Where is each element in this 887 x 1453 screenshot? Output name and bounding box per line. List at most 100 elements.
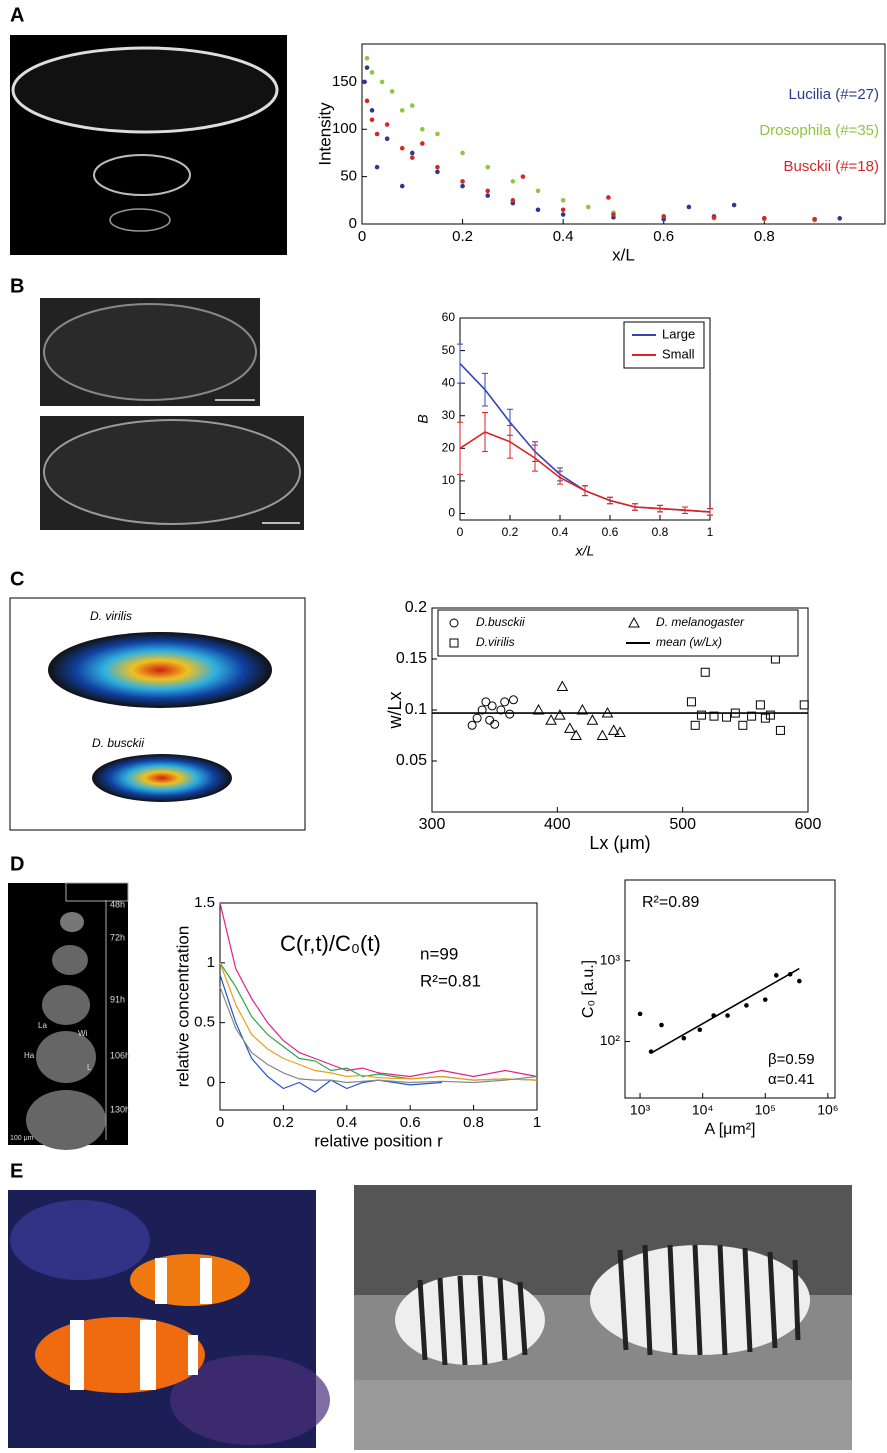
series-line [219, 974, 442, 1093]
marker [697, 1027, 703, 1033]
image-label: 72h [110, 932, 125, 942]
marker [520, 174, 526, 179]
legend-label: D. melanogaster [656, 615, 745, 629]
annotation: R²=0.89 [642, 894, 699, 911]
series-line [219, 902, 538, 1078]
marker [510, 179, 516, 184]
marker [496, 705, 506, 715]
marker [369, 108, 375, 113]
x-tick-label: 10⁶ [817, 1102, 838, 1118]
marker [560, 207, 566, 213]
marker [681, 1035, 687, 1041]
marker [481, 697, 491, 707]
marker [435, 131, 440, 137]
marker [545, 714, 557, 725]
marker [560, 212, 566, 217]
y-tick-label: 1 [207, 954, 215, 971]
marker [690, 720, 700, 730]
image-label: La [38, 1021, 47, 1030]
marker [379, 79, 385, 85]
marker [420, 126, 425, 132]
x-tick-label: 0.6 [602, 525, 619, 539]
marker [837, 216, 843, 221]
marker [487, 701, 497, 711]
image-label: D. busckii [92, 736, 144, 750]
x-tick-label: 1 [707, 525, 714, 539]
marker [362, 79, 367, 85]
legend-box [437, 609, 799, 657]
embryo-image [40, 298, 304, 530]
marker [762, 997, 768, 1002]
panel-label: A [10, 4, 24, 26]
x-tick-label: 0.8 [652, 525, 669, 539]
marker [485, 715, 495, 725]
marker [556, 680, 569, 692]
image-label: D. virilis [90, 609, 132, 623]
x-tick-label: 0 [457, 525, 464, 539]
marker [686, 204, 692, 210]
legend-label: D.virilis [476, 635, 515, 649]
x-tick-label: 10³ [630, 1102, 651, 1118]
marker [611, 212, 616, 217]
y-tick-label: 0 [448, 506, 455, 520]
x-tick-label: 0.4 [336, 1114, 357, 1131]
marker [374, 164, 380, 170]
error-bar [457, 421, 463, 475]
x-tick-label: 0.4 [552, 525, 569, 539]
legend-swatch [628, 616, 640, 628]
marker [369, 117, 375, 123]
marker [596, 729, 609, 740]
legend-label: Large [662, 326, 695, 341]
marker [607, 724, 620, 735]
marker [485, 193, 491, 198]
panel-label: D [10, 853, 24, 875]
marker [659, 1022, 664, 1028]
marker [560, 198, 566, 203]
marker [535, 207, 541, 213]
y-axis-label: w/Lx [385, 691, 405, 729]
panel-label: B [10, 275, 24, 297]
y-tick-label: 10² [600, 1032, 621, 1048]
x-axis-label: Lx (μm) [589, 833, 650, 853]
marker [747, 711, 757, 721]
marker [369, 70, 375, 75]
marker [500, 697, 510, 707]
y-tick-label: 50 [340, 168, 357, 185]
marker [472, 713, 482, 723]
legend-label: Small [662, 346, 695, 361]
image-label: 100 μm [10, 1135, 34, 1142]
marker [374, 131, 380, 137]
marker [435, 164, 440, 170]
marker [535, 188, 541, 194]
x-tick-label: 0 [216, 1114, 224, 1131]
marker [505, 709, 515, 719]
image-label: L [87, 1063, 92, 1072]
plot-frame [361, 43, 886, 225]
annotation: n=99 [420, 944, 458, 963]
marker [586, 714, 599, 725]
x-tick-label: 300 [419, 816, 446, 833]
marker [812, 216, 817, 222]
marker [661, 214, 667, 219]
x-tick-label: 500 [669, 816, 696, 833]
y-tick-label: 10 [442, 473, 456, 487]
x-tick-label: 600 [795, 816, 822, 833]
marker [696, 710, 706, 720]
marker [460, 179, 465, 184]
marker [389, 89, 395, 94]
marker [570, 729, 582, 740]
series-line [459, 431, 711, 513]
marker [508, 695, 518, 705]
embryo-image [10, 35, 287, 255]
plot-frame [459, 317, 711, 521]
marker [477, 705, 487, 715]
y-tick-label: 40 [442, 375, 456, 389]
marker [420, 141, 425, 146]
y-axis-label: B [415, 414, 431, 423]
x-tick-label: 0.6 [653, 228, 674, 245]
x-tick-label: 1 [533, 1114, 541, 1131]
x-tick-label: 0.4 [553, 228, 574, 245]
marker [485, 164, 491, 170]
marker [553, 709, 566, 720]
